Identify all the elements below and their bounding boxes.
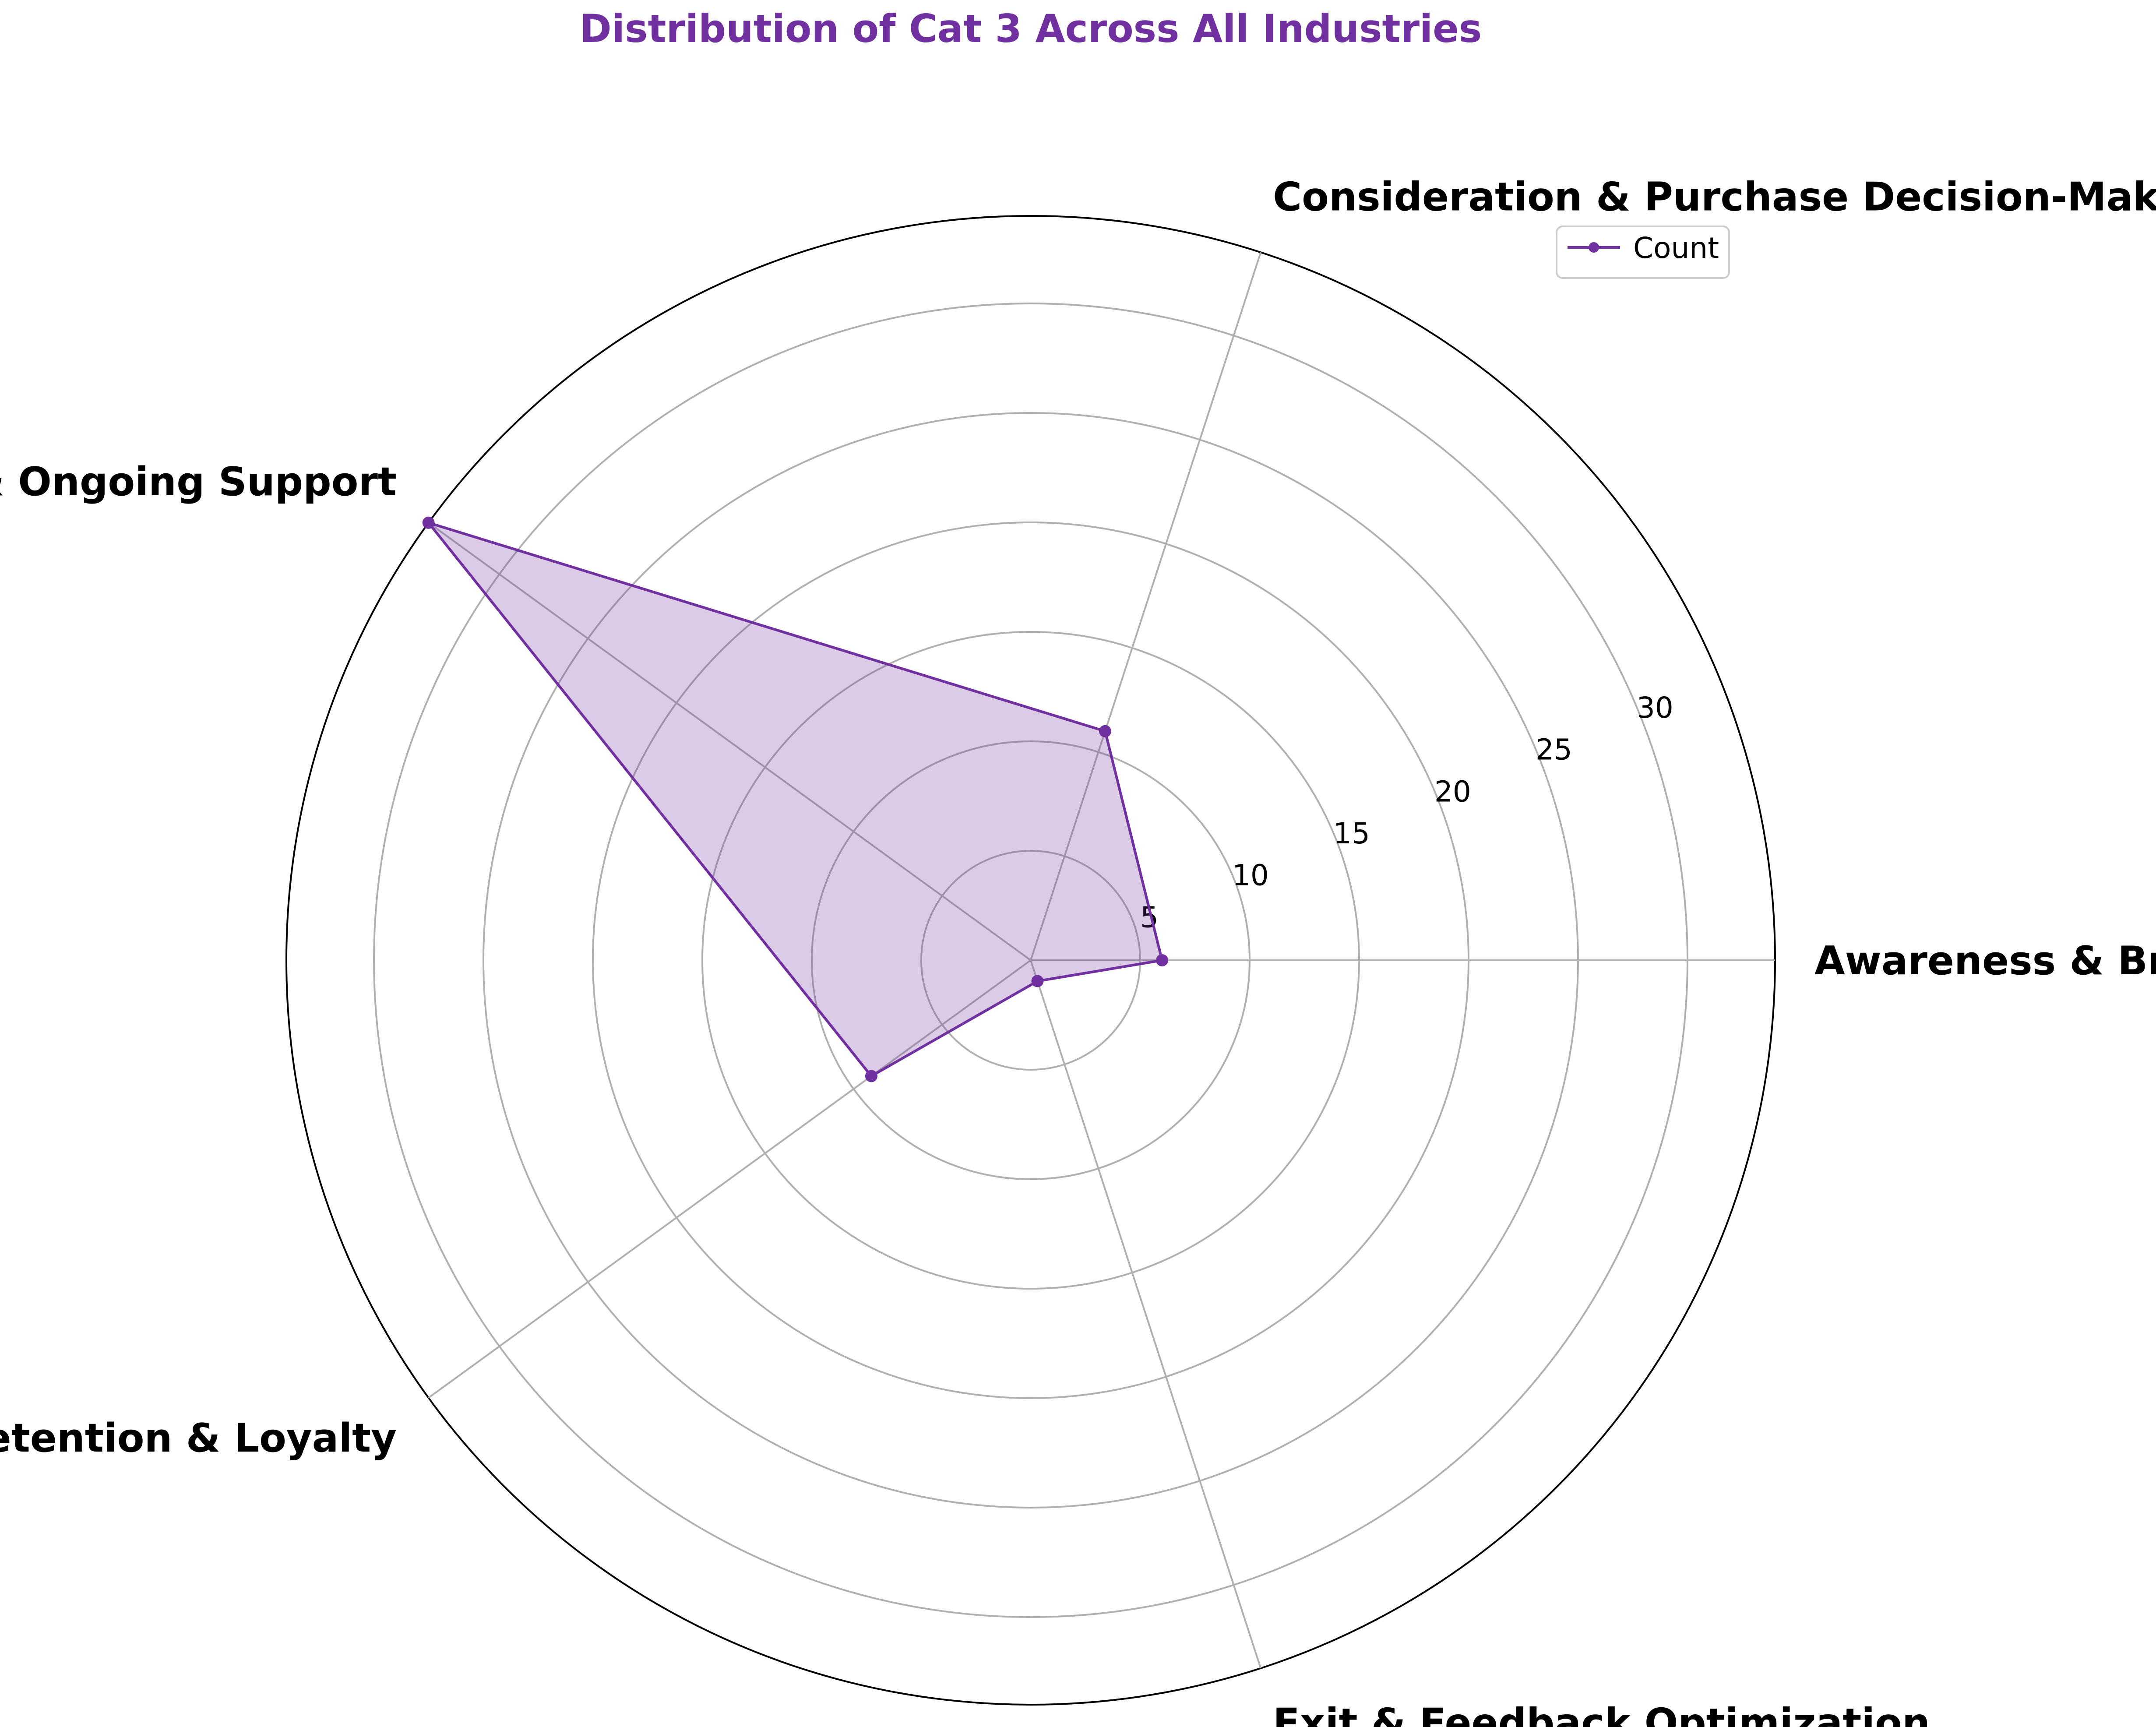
r-tick-label: 30 (1637, 691, 1673, 725)
spoke-line (428, 959, 1032, 1399)
data-layer (422, 516, 1168, 1082)
legend-series-name: Count (1633, 231, 1719, 265)
category-label: Service Usage & Ongoing Support (0, 459, 397, 505)
series-line (425, 520, 1164, 1078)
category-label: Exit & Feedback Optimization (1273, 1700, 1930, 1727)
r-tick-label: 25 (1536, 733, 1572, 767)
r-tick-label: 15 (1333, 817, 1370, 850)
data-point (422, 516, 435, 529)
r-tick-label: 20 (1434, 775, 1471, 808)
data-point (1156, 954, 1168, 966)
data-point (865, 1070, 877, 1082)
legend: Count (1556, 226, 1730, 279)
spoke-line (1030, 252, 1262, 961)
legend-marker (1589, 242, 1599, 253)
data-point (1031, 975, 1044, 987)
chart-title: Distribution of Cat 3 Across All Industr… (580, 6, 1482, 51)
series-area (428, 522, 1163, 1076)
category-label: Consideration & Purchase Decision-Making (1273, 174, 2156, 220)
category-label-layer: Awareness & Brand Discovery Consideration… (0, 174, 2156, 1727)
data-point (1099, 725, 1111, 737)
spoke-line (1030, 960, 1262, 1669)
spoke-layer (428, 252, 1775, 1669)
spoke-line (428, 522, 1032, 961)
category-label: Awareness & Brand Discovery (1814, 938, 2156, 984)
r-tick-label: 10 (1232, 859, 1269, 892)
legend-box (1556, 226, 1730, 279)
category-label: Customer Retention & Loyalty (0, 1415, 397, 1461)
